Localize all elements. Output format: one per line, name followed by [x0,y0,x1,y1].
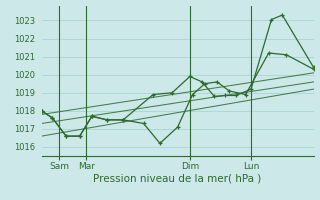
X-axis label: Pression niveau de la mer( hPa ): Pression niveau de la mer( hPa ) [93,173,262,183]
